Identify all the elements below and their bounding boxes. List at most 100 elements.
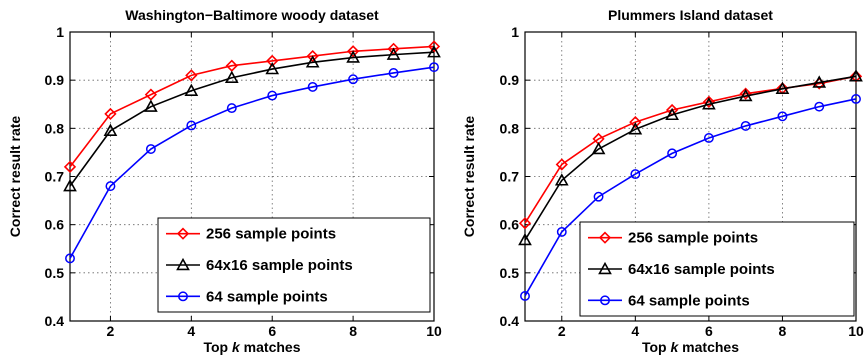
data-point-series-3 [429, 62, 439, 73]
y-tick-label: 0.4 [45, 313, 65, 329]
y-tick-label: 0.6 [500, 217, 520, 233]
data-point-series-3 [186, 120, 197, 131]
x-tick-label: 10 [848, 323, 864, 339]
data-point-series-2 [812, 75, 827, 88]
data-point-series-2 [265, 61, 280, 75]
x-axis-label: Top k matches [203, 339, 300, 355]
chart-title: Plummers Island dataset [608, 7, 773, 23]
legend-entry: 256 sample points [628, 230, 758, 247]
chart-panel-2: Plummers Island dataset 2 4 6 8 10 0.4 0.5 0.6 0.… [461, 7, 864, 355]
data-point-series-3 [307, 81, 318, 92]
x-tick-label: 6 [268, 323, 276, 339]
x-tick-label: 8 [349, 323, 357, 339]
data-point-series-2 [554, 173, 569, 186]
data-point-series-3 [145, 144, 156, 154]
legend-swatch-marker [598, 231, 612, 244]
data-point-series-2 [103, 123, 118, 136]
data-point-series-3 [667, 148, 678, 159]
data-point-series-2 [775, 81, 790, 95]
data-point-series-2 [184, 83, 199, 96]
legend-swatch-marker [600, 295, 610, 306]
y-tick-label: 1 [56, 24, 64, 40]
data-point-series-3 [703, 133, 714, 143]
data-point-series-3 [226, 103, 237, 114]
x-tick-label: 4 [187, 323, 195, 339]
y-tick-label: 0.8 [45, 120, 65, 136]
legend-swatch-marker [178, 291, 188, 302]
legend-swatch-marker [176, 257, 190, 271]
x-axis-label: Top k matches [642, 339, 739, 355]
data-point-series-3 [814, 101, 825, 112]
y-tick-label: 0.8 [500, 120, 520, 136]
y-tick-label: 0.9 [45, 72, 65, 88]
data-point-series-1 [629, 115, 642, 129]
y-axis-label: Correct result rate [461, 116, 477, 238]
data-point-series-2 [591, 141, 606, 155]
legend: 256 sample points 64x16 sample points 64 s… [579, 221, 855, 317]
data-point-series-3 [740, 120, 751, 131]
legend-swatch-marker [598, 261, 612, 275]
data-point-series-2 [144, 99, 158, 112]
data-point-series-3 [348, 74, 359, 85]
y-tick-label: 0.5 [500, 265, 520, 281]
legend-entry: 64x16 sample points [206, 257, 353, 274]
legend-entry: 64x16 sample points [628, 261, 775, 278]
legend-entry: 64 sample points [628, 292, 750, 309]
legend-entry: 64 sample points [206, 288, 328, 305]
data-point-series-1 [555, 158, 568, 171]
data-point-series-1 [739, 87, 752, 100]
x-tick-label: 2 [107, 323, 115, 339]
chart-title: Washington−Baltimore woody dataset [125, 7, 379, 23]
data-point-series-2 [386, 47, 401, 60]
data-point-series-3 [777, 111, 788, 122]
y-tick-label: 0.7 [45, 169, 65, 185]
y-tick-label: 1 [511, 24, 519, 40]
data-point-series-2 [628, 122, 643, 135]
data-point-series-3 [105, 181, 116, 192]
data-point-series-2 [849, 69, 863, 82]
data-point-series-2 [63, 178, 77, 192]
data-point-series-2 [738, 88, 753, 102]
data-point-series-3 [556, 226, 567, 237]
legend-swatch-marker [176, 227, 190, 240]
data-point-series-1 [63, 160, 77, 173]
legend: 256 sample points 64x16 sample points 64 s… [157, 217, 431, 313]
series-line-1 [69, 45, 435, 168]
data-point-series-3 [630, 169, 641, 180]
x-tick-label: 8 [779, 323, 787, 339]
data-point-series-3 [851, 94, 861, 104]
data-point-series-3 [388, 67, 399, 78]
x-tick-label: 6 [705, 323, 713, 339]
data-point-series-1 [185, 69, 198, 82]
data-point-series-1 [104, 107, 117, 121]
x-tick-label: 10 [426, 323, 442, 339]
data-point-series-2 [305, 55, 320, 68]
data-point-series-2 [224, 70, 239, 83]
series-line-2 [524, 75, 857, 241]
series-line-1 [524, 75, 857, 224]
data-point-series-3 [65, 253, 75, 264]
y-tick-label: 0.5 [45, 265, 65, 281]
series-line-3 [69, 66, 435, 259]
data-point-series-3 [267, 90, 278, 101]
legend-box [579, 221, 855, 317]
data-point-series-1 [266, 54, 279, 68]
y-tick-label: 0.7 [500, 169, 520, 185]
data-point-series-3 [520, 291, 530, 301]
y-tick-label: 0.4 [500, 313, 520, 329]
x-tick-label: 2 [558, 323, 566, 339]
data-point-series-2 [427, 45, 441, 58]
legend-entry: 256 sample points [206, 226, 336, 243]
data-point-series-1 [306, 49, 319, 63]
data-point-series-2 [518, 232, 532, 246]
data-point-series-1 [346, 45, 360, 58]
series-line-3 [524, 98, 857, 297]
legend-box [157, 217, 431, 313]
data-point-series-1 [518, 217, 532, 230]
x-tick-label: 4 [631, 323, 639, 339]
data-point-series-1 [702, 95, 716, 108]
y-tick-label: 0.6 [45, 217, 65, 233]
series-line-2 [69, 51, 435, 187]
